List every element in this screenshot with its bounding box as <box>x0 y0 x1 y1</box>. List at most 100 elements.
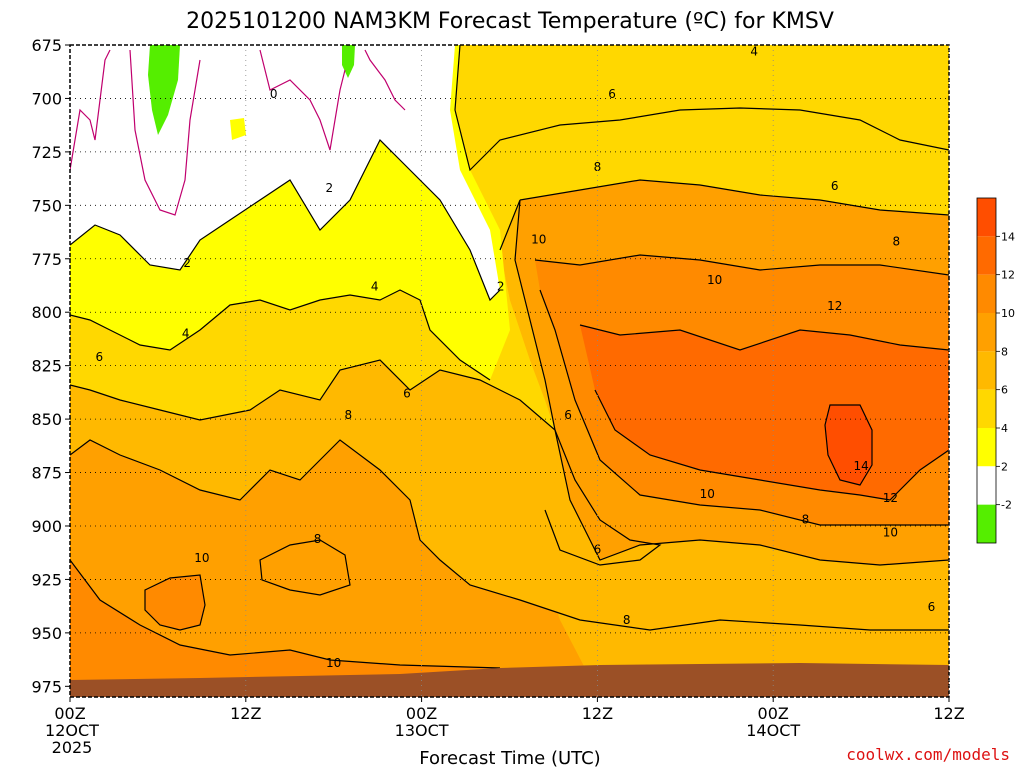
band-14-16 <box>825 405 872 485</box>
colorbar-swatch <box>977 504 996 543</box>
terrain <box>70 663 949 697</box>
contour-line <box>70 359 662 566</box>
contour-value-label: 8 <box>623 613 631 627</box>
contour-value-label: 8 <box>892 235 900 249</box>
colorbar-swatch <box>977 313 996 352</box>
zero-degree-line <box>70 49 111 171</box>
x-axis-title: Forecast Time (UTC) <box>419 748 600 768</box>
x-tick-label: 12Z <box>230 704 261 723</box>
band-2-4-islet <box>230 118 246 140</box>
contour-value-label: 6 <box>594 542 602 556</box>
contour-value-label: 6 <box>564 408 572 422</box>
colorbar-label: 14 <box>1001 230 1015 243</box>
contour-line <box>454 45 949 172</box>
band-neg2-2 <box>70 45 500 300</box>
colorbar-swatch <box>977 351 996 390</box>
y-tick-label: 850 <box>31 410 62 429</box>
contour-value-label: 2 <box>325 181 333 195</box>
colorbar: 14 12 10 8 6 4 2 -2 <box>976 197 1015 544</box>
x-tick-label: 13OCT <box>395 721 449 740</box>
contour-value-label: 8 <box>802 513 810 527</box>
contour-line <box>534 254 949 276</box>
contour-line <box>499 199 949 566</box>
contour-line <box>539 289 949 526</box>
contour-value-label: 12 <box>827 299 842 313</box>
colorbar-label: 8 <box>1001 345 1008 358</box>
contour-line <box>70 289 491 381</box>
contour-value-label: 10 <box>531 233 546 247</box>
band-10-12-bottom <box>70 560 949 697</box>
band-4-6-upper <box>455 45 949 170</box>
colorbar-label: 6 <box>1001 384 1008 397</box>
contour-value-label: 12 <box>883 491 898 505</box>
colorbar-swatch <box>977 274 996 313</box>
contour-line <box>594 389 949 501</box>
y-tick-label: 725 <box>31 143 62 162</box>
y-tick-label: 925 <box>31 570 62 589</box>
zero-degree-line <box>129 49 201 216</box>
contour-value-label: 4 <box>182 327 190 341</box>
band-below-neg2-b <box>342 45 355 78</box>
contour-value-label: 6 <box>928 600 936 614</box>
y-tick-label: 875 <box>31 464 62 483</box>
zero-degree-line <box>259 49 346 151</box>
y-tick-label: 975 <box>31 677 62 696</box>
colorbar-label: 12 <box>1001 269 1015 282</box>
band-below-neg2-a <box>148 45 180 135</box>
contour-value-label: 4 <box>371 280 379 294</box>
y-tick-label: 800 <box>31 303 62 322</box>
colorbar-label: 10 <box>1001 307 1015 320</box>
temperature-field <box>70 45 949 697</box>
gridlines <box>70 45 950 697</box>
colorbar-swatch <box>977 428 996 467</box>
contour-value-label: 8 <box>345 408 353 422</box>
contour-value-label: 2 <box>183 256 191 270</box>
colorbar-frame <box>976 197 997 544</box>
y-axis: 675 700 725 750 775 800 825 850 875 900 925 950 975 <box>31 36 70 696</box>
colorbar-swatch <box>977 389 996 428</box>
chart-title: 2025101200 NAM3KM Forecast Temperature (… <box>186 9 834 34</box>
colorbar-label: 2 <box>1001 460 1008 473</box>
contour-line <box>259 539 351 596</box>
contour-line <box>519 179 949 216</box>
y-tick-label: 700 <box>31 89 62 108</box>
contour-line <box>70 138 501 302</box>
colorbar-swatch <box>977 236 996 275</box>
x-tick-label: 00Z <box>54 704 85 723</box>
x-tick-label: 00Z <box>406 704 437 723</box>
contour-value-label: 14 <box>853 459 868 473</box>
y-tick-label: 950 <box>31 624 62 643</box>
plot-frame <box>69 44 950 698</box>
contour-line <box>824 404 873 486</box>
colorbar-swatch <box>977 466 996 505</box>
x-tick-label: 2025 <box>52 738 93 757</box>
y-tick-label: 900 <box>31 517 62 536</box>
contour-line <box>144 574 206 631</box>
contour-value-label: 6 <box>831 179 839 193</box>
contour-value-label: 6 <box>403 386 411 400</box>
colorbar-swatch <box>977 198 996 237</box>
x-tick-label: 12Z <box>582 704 613 723</box>
contour-value-label: 2 <box>497 280 505 294</box>
x-tick-label: 12Z <box>933 704 964 723</box>
contour-line <box>70 439 949 631</box>
y-tick-label: 750 <box>31 196 62 215</box>
contour-value-label: 10 <box>700 487 715 501</box>
contour-value-label: 10 <box>194 551 209 565</box>
colorbar-label: -2 <box>1001 499 1012 512</box>
y-tick-label: 775 <box>31 250 62 269</box>
band-10-12-pocket <box>145 575 205 630</box>
credit-text[interactable]: coolwx.com/models <box>846 745 1010 764</box>
contour-line <box>579 324 949 351</box>
x-tick-label: 14OCT <box>746 721 800 740</box>
contour-value-label: 4 <box>750 44 758 58</box>
zero-degree-line <box>364 49 406 111</box>
contour-value-label: 10 <box>326 656 341 670</box>
contour-line <box>70 559 501 669</box>
contour-labels: 0 2 2 2 4 4 4 6 6 6 6 6 6 6 8 8 8 8 8 8 10 10 10 10 10 10 12 12 14 <box>95 44 936 670</box>
x-tick-label: 12OCT <box>45 721 99 740</box>
contour-value-label: 8 <box>314 532 322 546</box>
colorbar-label: 4 <box>1001 422 1008 435</box>
